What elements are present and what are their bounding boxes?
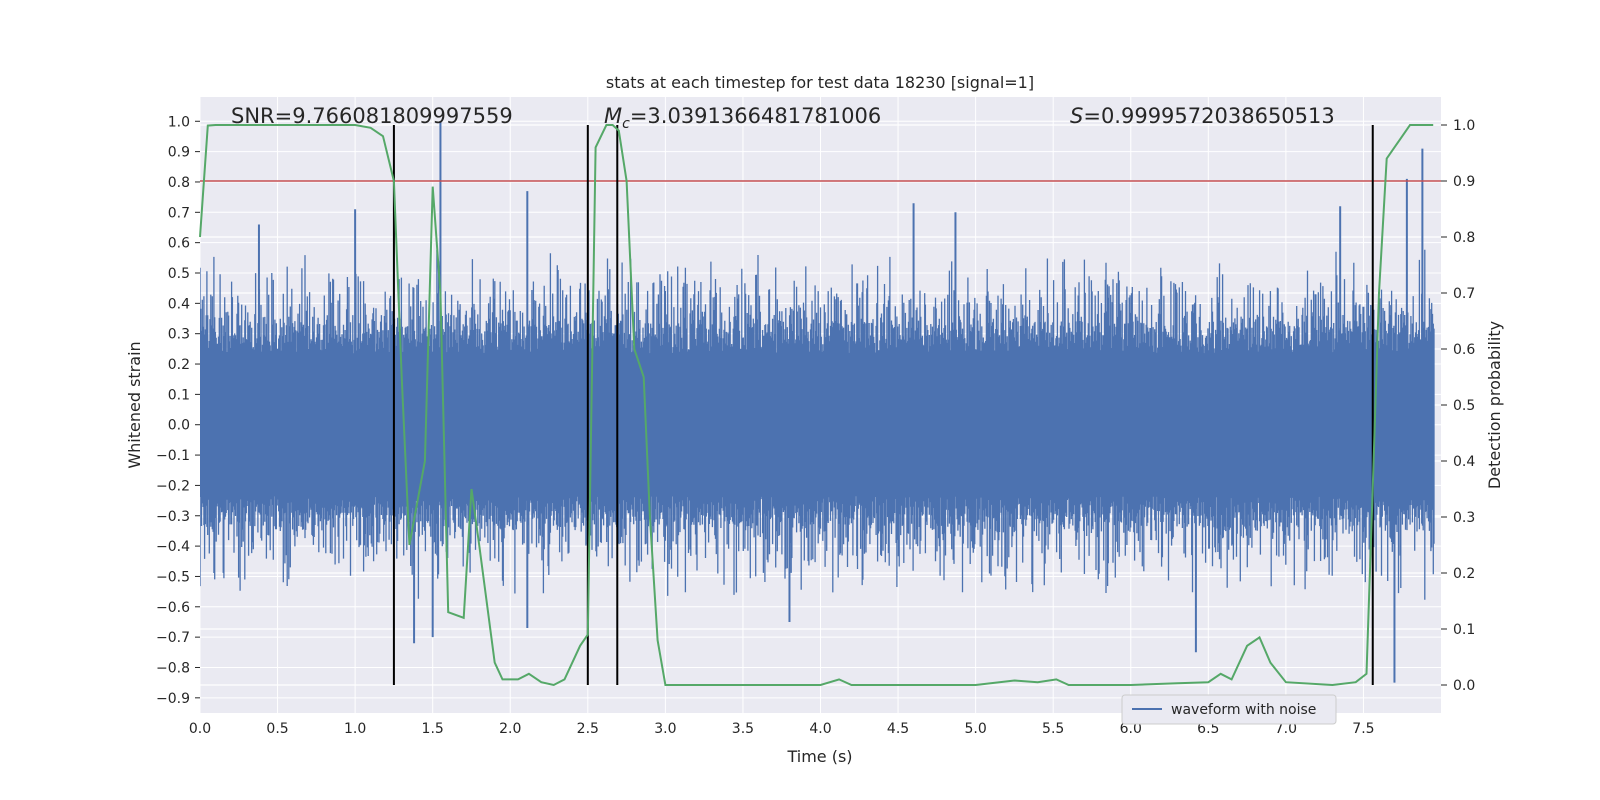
y-right-tick-label: 1.0	[1453, 118, 1475, 134]
x-tick-label: 7.0	[1275, 721, 1297, 737]
legend: waveform with noise	[1121, 694, 1337, 725]
y-right-tick-label: 0.0	[1453, 678, 1475, 694]
x-tick-label: 6.5	[1197, 721, 1219, 737]
y-left-tick-label: −0.4	[156, 539, 190, 555]
y-left-tick-label: 0.1	[168, 387, 190, 403]
y-left-tick-label: 0.6	[168, 236, 190, 252]
y-left-axis-title: Whitened strain	[125, 341, 144, 468]
x-tick-label: 5.0	[964, 721, 986, 737]
y-left-tick-label: −0.2	[156, 478, 190, 494]
y-left-tick-label: 0.7	[168, 205, 190, 221]
y-right-axis-ticks: 0.0 0.1 0.2 0.3 0.4 0.5 0.6 0.7 0.8 0.9 1.0	[1441, 118, 1475, 694]
y-right-tick-label: 0.2	[1453, 566, 1475, 582]
y-left-tick-label: −0.3	[156, 509, 190, 525]
y-right-tick-label: 0.6	[1453, 342, 1475, 358]
vertical-lines	[392, 125, 1374, 685]
score-value: =0.9999572038650513	[1083, 104, 1334, 128]
y-left-tick-label: 0.0	[168, 418, 190, 434]
x-tick-label: 4.0	[809, 721, 831, 737]
y-right-axis-title: Detection probability	[1485, 321, 1504, 489]
y-right-tick-label: 0.1	[1453, 622, 1475, 638]
y-left-axis-ticks: −0.9 −0.8 −0.7 −0.6 −0.5 −0.4 −0.3 −0.2 −0.1 0.0 0…	[156, 114, 200, 707]
y-left-tick-label: −0.8	[156, 660, 190, 676]
chirp-mass-symbol: M	[604, 104, 622, 128]
x-tick-label: 2.0	[499, 721, 521, 737]
y-right-tick-label: 0.5	[1453, 398, 1475, 414]
chirp-mass-value: =3.0391366481781006	[630, 104, 881, 128]
x-tick-label: 4.5	[887, 721, 909, 737]
y-left-tick-label: −0.1	[156, 448, 190, 464]
score-symbol: S	[1070, 104, 1083, 128]
y-right-tick-label: 0.9	[1453, 174, 1475, 190]
x-tick-label: 3.5	[732, 721, 754, 737]
y-left-tick-label: −0.5	[156, 569, 190, 585]
x-tick-label: 1.5	[422, 721, 444, 737]
y-left-tick-label: 0.4	[168, 296, 190, 312]
legend-box	[1121, 694, 1337, 725]
waveform-line	[200, 249, 1435, 600]
x-axis-title: Time (s)	[786, 747, 852, 766]
y-right-tick-label: 0.3	[1453, 510, 1475, 526]
x-axis-ticks: 0.0 0.5 1.0 1.5 2.0 2.5 3.0 3.5 4.0 4.5 5.0 5.5 6.0 6…	[189, 721, 1375, 737]
y-left-tick-label: 1.0	[168, 114, 190, 130]
x-tick-label: 5.5	[1042, 721, 1064, 737]
x-tick-label: 3.0	[654, 721, 676, 737]
x-tick-label: 0.0	[189, 721, 211, 737]
x-tick-label: 7.5	[1352, 721, 1374, 737]
y-right-tick-label: 0.8	[1453, 230, 1475, 246]
y-left-tick-label: −0.9	[156, 691, 190, 707]
score-annotation: S=0.9999572038650513	[1070, 104, 1335, 128]
y-left-tick-label: −0.6	[156, 600, 190, 616]
y-left-tick-label: 0.2	[168, 357, 190, 373]
chirp-mass-annotation: Mc=3.0391366481781006	[604, 104, 881, 132]
x-tick-label: 2.5	[577, 721, 599, 737]
x-tick-label: 6.0	[1120, 721, 1142, 737]
chart-title: stats at each timestep for test data 182…	[606, 73, 1034, 92]
y-left-tick-label: 0.9	[168, 145, 190, 161]
x-tick-label: 0.5	[266, 721, 288, 737]
y-left-tick-label: 0.5	[168, 266, 190, 282]
probability-series-line	[199, 124, 1434, 687]
waveform-series	[200, 121, 1435, 683]
snr-annotation: SNR=9.766081809997559	[231, 104, 513, 128]
legend-label-waveform: waveform with noise	[1171, 702, 1316, 718]
x-tick-label: 1.0	[344, 721, 366, 737]
y-left-tick-label: 0.8	[168, 175, 190, 191]
y-left-tick-label: −0.7	[156, 630, 190, 646]
y-right-tick-label: 0.4	[1453, 454, 1475, 470]
chirp-mass-subscript: c	[622, 116, 630, 132]
y-left-tick-label: 0.3	[168, 327, 190, 343]
y-right-tick-label: 0.7	[1453, 286, 1475, 302]
